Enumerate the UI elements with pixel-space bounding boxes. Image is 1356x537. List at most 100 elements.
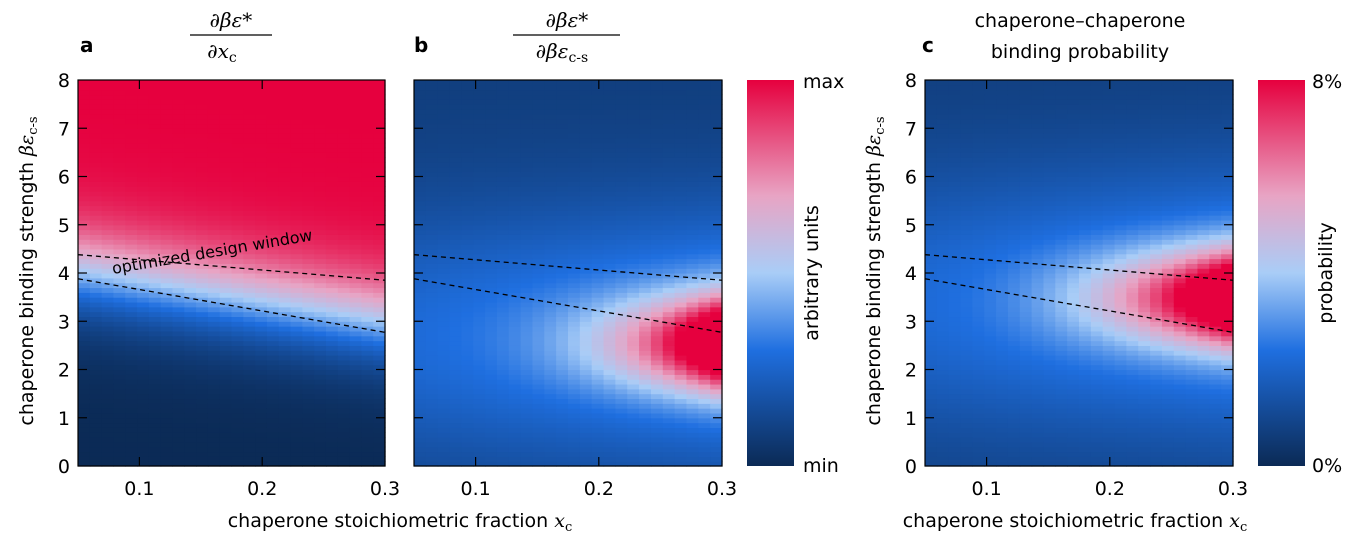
heat-cell [231,297,244,303]
heat-cell [278,446,292,453]
heat-cell [231,379,244,385]
heat-cell [425,234,439,240]
heat-cell [984,403,997,409]
heat-cell [544,181,557,187]
heat-cell [698,157,711,163]
heat-cell [1007,350,1021,356]
heat-cell [960,446,973,453]
heat-cell [603,277,616,284]
heat-cell [302,412,315,419]
heat-cell [556,210,569,216]
heat-cell [556,94,569,100]
heat-cell [710,277,723,284]
heat-cell [662,417,676,424]
heat-cell [184,306,197,313]
heat-cell [461,142,474,149]
heat-cell [591,99,605,105]
heat-cell [361,456,374,462]
heat-cell [615,108,628,115]
heat-cell [219,330,233,337]
heat-cell [650,311,664,318]
heat-cell [266,451,280,457]
heat-cell [662,292,676,298]
heat-cell [278,359,292,366]
heat-cell [101,345,115,351]
heat-cell [1007,104,1021,110]
heat-cell [337,398,351,404]
heat-cell [125,104,138,110]
heat-cell [290,340,303,346]
heat-cell [425,104,439,110]
heat-cell [925,359,938,366]
heat-cell [302,219,315,226]
heat-cell [78,383,91,390]
heat-cell [603,383,616,390]
heat-cell [496,273,510,279]
heat-cell [948,128,962,134]
heat-cell [255,282,268,289]
heat-cell [568,137,581,144]
heat-cell [231,330,244,337]
heat-cell [948,330,962,337]
heat-cell [960,379,973,385]
heat-cell [278,456,292,462]
heat-cell [160,437,174,443]
heat-cell [414,94,427,100]
heat-cell [674,113,688,120]
heat-cell [615,224,628,231]
heat-cell [196,195,209,202]
heat-cell [925,441,938,448]
heat-cell [89,393,103,400]
heat-cell [579,176,593,182]
heat-cell [579,190,593,197]
heat-cell [936,403,950,409]
heat-cell [219,94,233,100]
heat-cell [686,99,699,105]
heat-cell [972,186,985,192]
heat-cell [337,104,351,110]
heat-cell [325,461,339,467]
heat-cell [544,176,557,182]
heat-cell [936,437,950,443]
heat-cell [698,176,711,182]
heat-cell [532,137,545,144]
heat-cell [568,99,581,105]
heat-cell [485,393,498,400]
heat-cell [496,388,510,395]
heat-cell [125,369,138,375]
heat-cell [78,258,91,264]
heat-cell [948,287,962,293]
heat-cell [255,297,268,303]
heat-cell [615,408,628,414]
heat-cell [361,359,374,366]
x-tick-label: 0.2 [584,478,614,500]
heat-cell [1007,311,1021,318]
heat-cell [449,104,462,110]
heat-cell [568,408,581,414]
heat-cell [615,340,628,346]
heat-cell [686,200,699,207]
heat-cell [449,417,462,424]
heat-cell [996,297,1009,303]
heat-cell [243,253,256,260]
heat-cell [89,157,103,163]
heat-cell [473,306,486,313]
heat-cell [698,277,711,284]
heat-cell [349,195,362,202]
heat-cell [996,176,1009,182]
heat-cell [627,364,640,371]
heat-cell [437,244,451,250]
heat-cell [373,412,386,419]
heat-cell [207,437,221,443]
heat-cell [231,306,244,313]
heat-cell [461,345,474,351]
heat-cell [243,369,256,375]
heat-cell [544,345,557,351]
heat-cell [231,258,244,264]
heat-cell [960,210,973,216]
y-tick-label: 2 [58,360,70,382]
heat-cell [1019,253,1033,260]
heat-cell [89,176,103,182]
heat-cell [314,239,327,245]
heat-cell [314,80,327,86]
